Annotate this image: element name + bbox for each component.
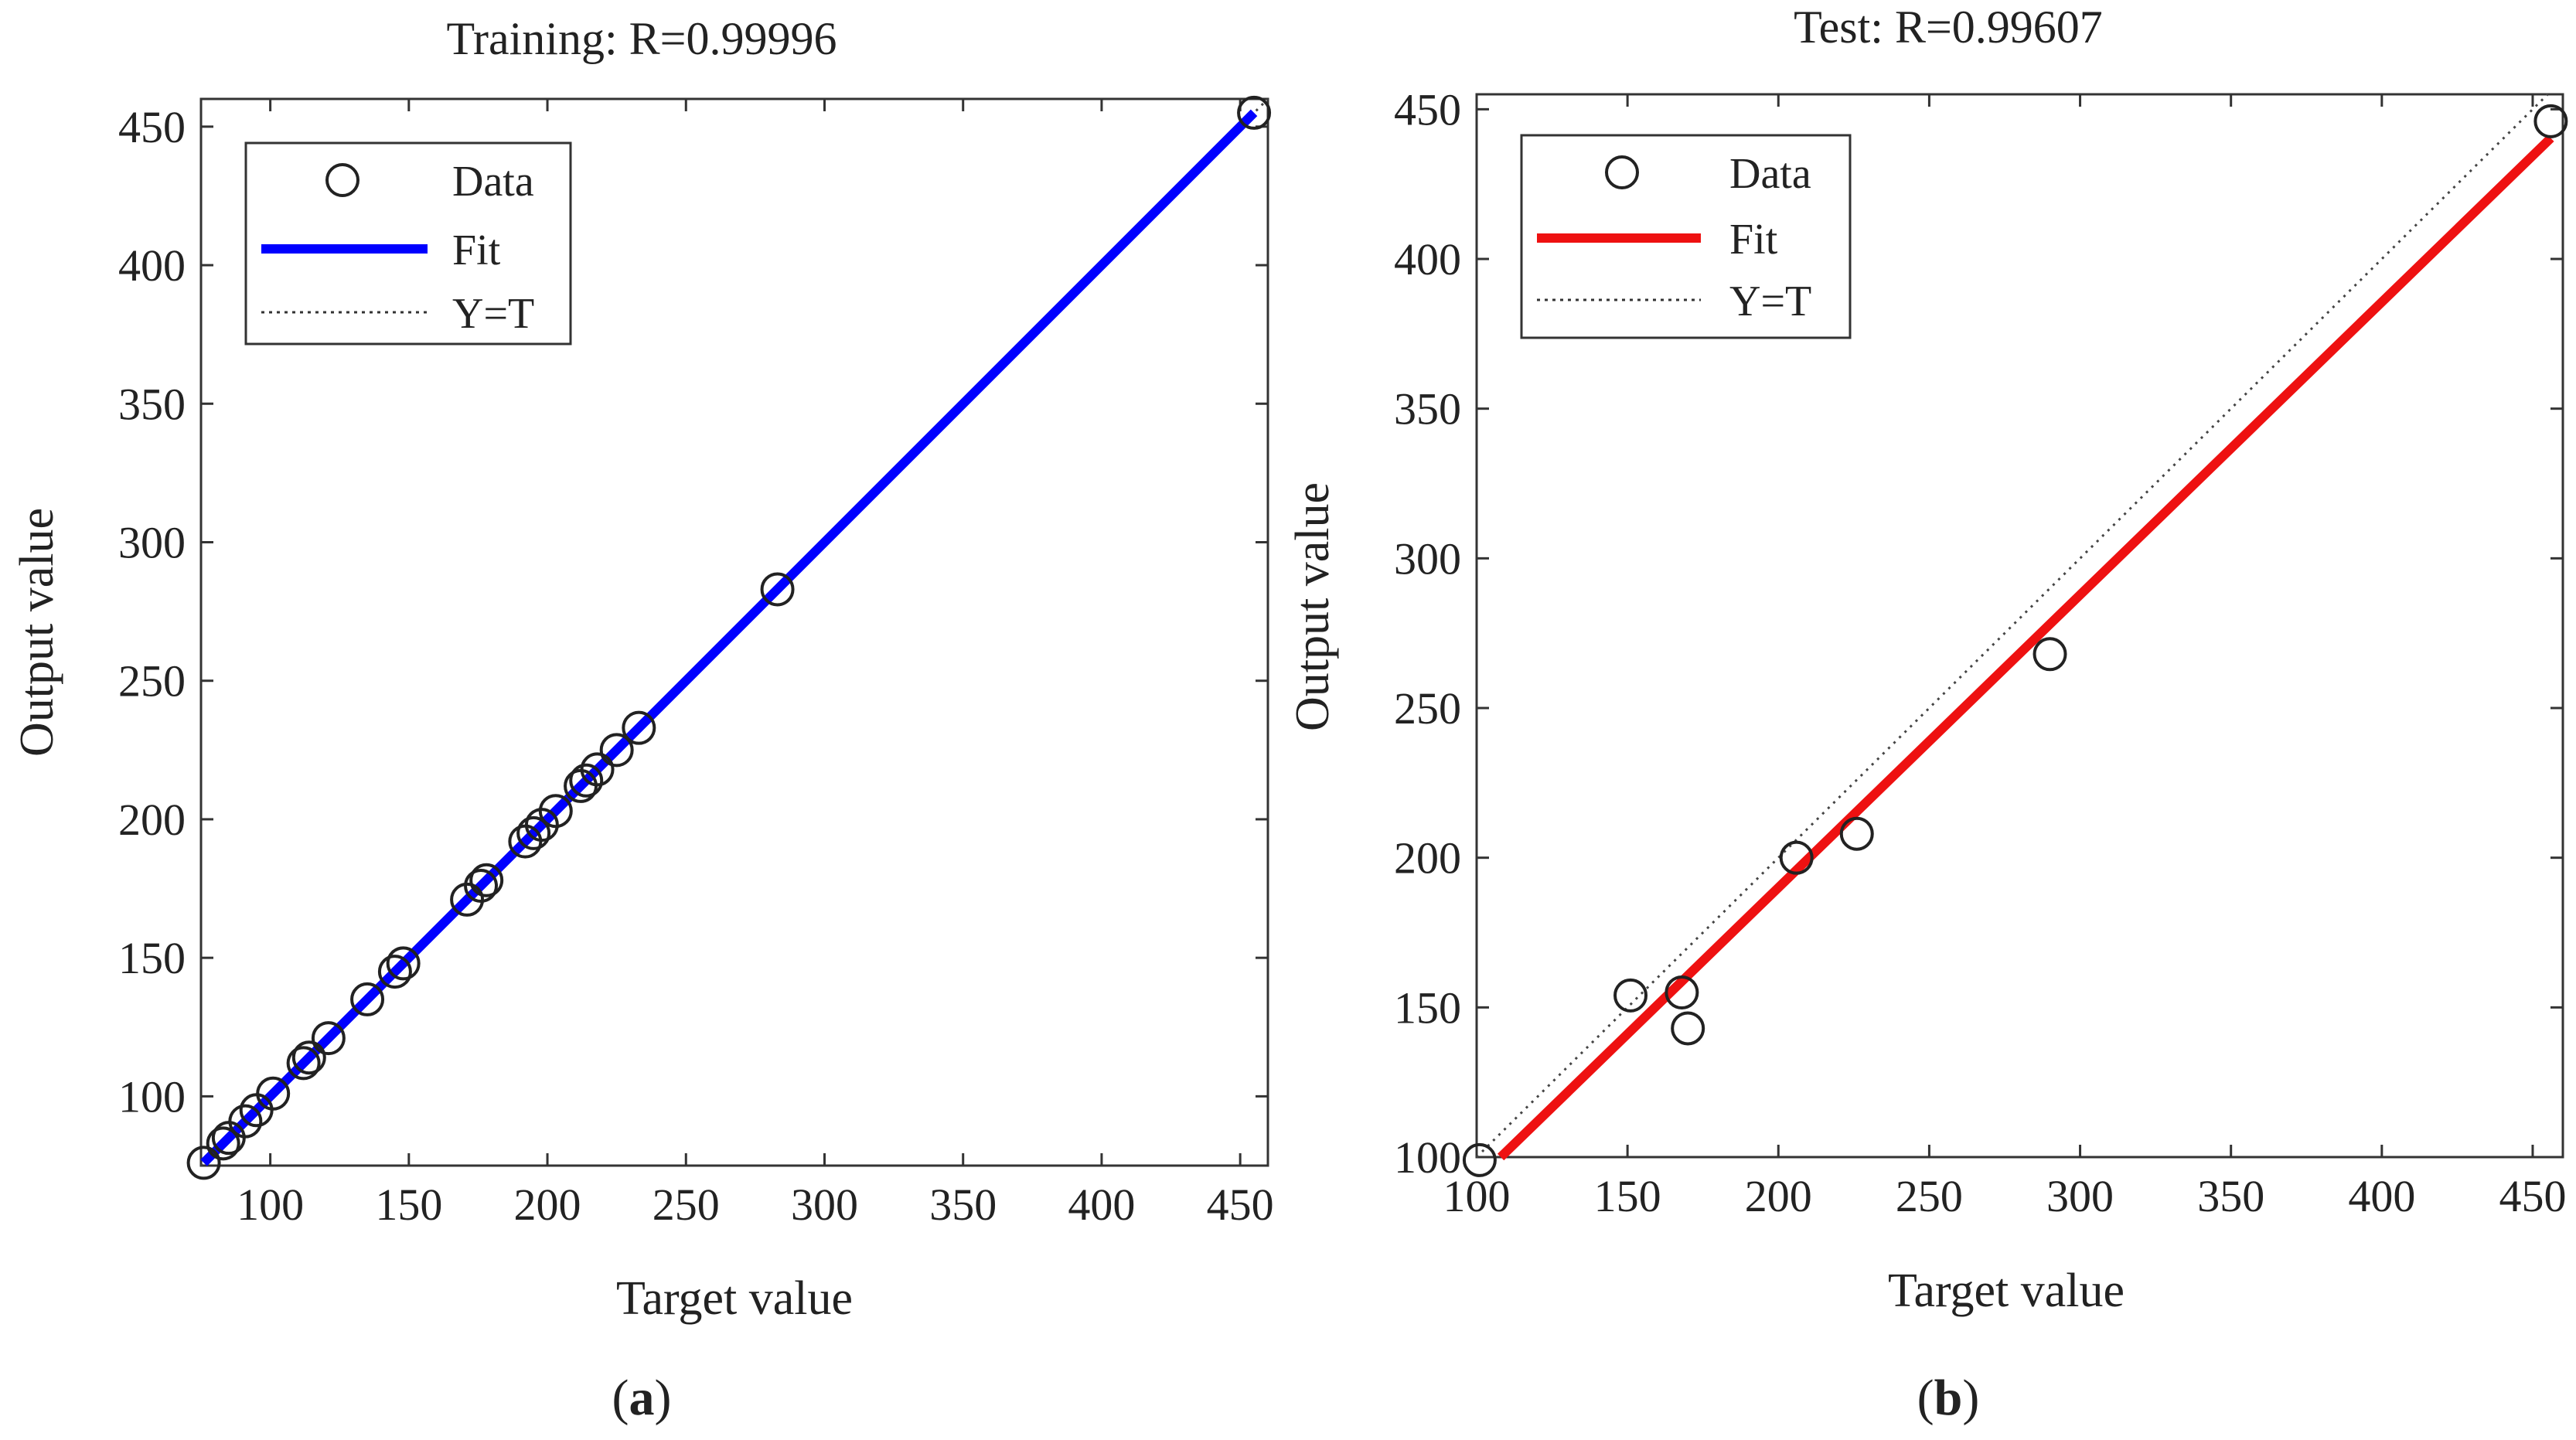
chart-b-ytick-label: 400 [1394, 234, 1461, 284]
chart-a-xtick-label: 250 [653, 1180, 720, 1230]
chart-a-xtick-label: 200 [514, 1180, 581, 1230]
chart-b-caption-letter: b [1934, 1370, 1963, 1426]
chart-a-data-point [256, 1076, 291, 1111]
chart-a-ytick-label: 300 [118, 518, 186, 568]
chart-b-legend-yt-label: Y=T [1729, 277, 1811, 325]
chart-a-xtick-label: 100 [237, 1180, 304, 1230]
chart-b-data-point [1462, 1142, 1497, 1177]
chart-a-caption-close: ) [655, 1370, 672, 1426]
chart-a-ytick-label: 100 [118, 1071, 186, 1122]
chart-b-ytick-label: 200 [1394, 833, 1461, 883]
chart-a-xtick-label: 350 [929, 1180, 997, 1230]
chart-b-xtick-label: 100 [1443, 1171, 1511, 1221]
chart-b-legend-data-label: Data [1729, 150, 1811, 198]
chart-a-xtick-label: 150 [375, 1180, 442, 1230]
chart-a-caption-letter: a [629, 1370, 655, 1426]
chart-b-ylabel: Output value [1286, 482, 1339, 731]
chart-a-data-point [464, 868, 499, 903]
chart-b-fit-line [1497, 134, 2554, 1161]
chart-b-data-point [1671, 1011, 1705, 1046]
chart-b-xtick-label: 450 [2499, 1171, 2566, 1221]
chart-a-data-point [291, 1040, 326, 1075]
chart-b-lines [1475, 93, 2554, 1161]
chart-a-data-point [350, 982, 385, 1016]
chart-a-data-point [569, 763, 604, 798]
chart-a-data-point [206, 1126, 240, 1161]
chart-a-xtick-label: 450 [1207, 1180, 1274, 1230]
chart-a-data-point [1237, 95, 1272, 130]
chart-b-xtick-label: 200 [1745, 1171, 1812, 1221]
chart-b-data-point [1613, 978, 1648, 1013]
chart-b-xlabel: Target value [1888, 1265, 2125, 1317]
chart-b-xtick-label: 300 [2046, 1171, 2114, 1221]
chart-b-xtick-label: 150 [1594, 1171, 1661, 1221]
chart-b-caption: (b) [1917, 1370, 1980, 1426]
chart-b-ytick-label: 450 [1394, 84, 1461, 134]
chart-a-data-point [516, 815, 551, 850]
chart-b-legend: Data Fit Y=T [1520, 134, 1852, 339]
chart-b-legend-data-marker [1605, 155, 1639, 189]
chart-b-data-point [1665, 975, 1699, 1009]
chart-b-data-point [1779, 840, 1814, 875]
chart-a-legend-box [244, 141, 572, 346]
chart-b-data-point [2033, 637, 2067, 672]
chart-b-data-point [1839, 816, 1874, 851]
chart-a-title: Training: R=0.99996 [446, 13, 837, 64]
chart-b-points [1462, 104, 2568, 1177]
chart-a-data-point [386, 946, 421, 981]
chart-b-caption-close: ) [1962, 1370, 1979, 1426]
panel-a: Training: R=0.99996 100 150 200 250 300 350 40… [11, 13, 1274, 1426]
chart-b-ytick-label: 150 [1394, 982, 1461, 1033]
chart-a-legend-data-label: Data [452, 158, 534, 206]
chart-a-xlabel: Target value [616, 1272, 853, 1325]
chart-a-ylabel: Output value [11, 508, 63, 757]
chart-a-ytick-label: 150 [118, 933, 186, 983]
chart-a-xtick-label: 400 [1068, 1180, 1135, 1230]
chart-a-ytick-label: 250 [118, 656, 186, 706]
chart-a-data-point [228, 1104, 263, 1139]
chart-a-data-point [311, 1021, 346, 1056]
chart-b-xtick-label: 350 [2197, 1171, 2264, 1221]
chart-a-data-point [760, 572, 795, 607]
chart-b-data-point [2533, 104, 2568, 138]
chart-b-ticks: 100 150 200 250 300 350 400 450 100 150 200 250 300 3… [1394, 84, 2566, 1221]
chart-a-data-point [622, 710, 656, 745]
chart-b-legend-fit-label: Fit [1729, 216, 1778, 264]
chart-b-xtick-label: 400 [2348, 1171, 2415, 1221]
chart-a-ytick-label: 450 [118, 102, 186, 152]
chart-a-data-point [538, 794, 573, 829]
chart-a-legend: Data Fit Y=T [244, 141, 572, 346]
chart-b-ytick-label: 300 [1394, 533, 1461, 584]
chart-a-ytick-label: 400 [118, 240, 186, 291]
chart-b-ytick-label: 100 [1394, 1132, 1461, 1183]
chart-a-data-point [286, 1046, 321, 1081]
chart-a-caption-open: ( [612, 1370, 629, 1426]
chart-a-legend-fit-label: Fit [452, 226, 501, 274]
chart-b-ytick-label: 250 [1394, 683, 1461, 734]
chart-a-ticks: 100 150 200 250 300 350 400 450 100 150 200 250 300 3… [118, 99, 1274, 1230]
chart-a-data-point [599, 733, 634, 768]
panel-b: Test: R=0.99607 100 150 200 250 300 350 400 450… [1286, 2, 2568, 1426]
chart-b-xtick-label: 250 [1896, 1171, 1963, 1221]
chart-b-ytick-label: 350 [1394, 384, 1461, 434]
chart-a-caption: (a) [612, 1370, 672, 1426]
chart-a-ytick-label: 350 [118, 379, 186, 429]
chart-a-ytick-label: 200 [118, 795, 186, 845]
chart-a-xtick-label: 300 [791, 1180, 858, 1230]
chart-a-legend-data-marker [325, 163, 359, 197]
chart-a-legend-yt-label: Y=T [452, 290, 534, 338]
chart-b-title: Test: R=0.99607 [1794, 2, 2103, 53]
chart-a-data-point [377, 955, 412, 989]
chart-a-data-point [186, 1146, 221, 1180]
chart-a-points [186, 95, 1272, 1180]
chart-a-data-point [580, 752, 615, 787]
chart-b-caption-open: ( [1917, 1370, 1934, 1426]
chart-a-data-point [469, 863, 504, 897]
